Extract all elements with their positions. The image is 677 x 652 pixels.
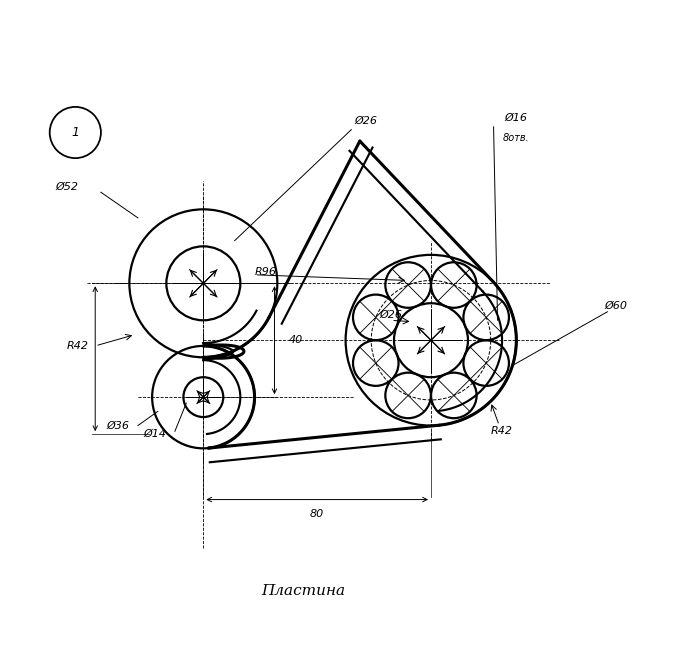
Text: Ø60: Ø60 [605,301,628,311]
Text: 1: 1 [71,126,79,139]
Text: R96: R96 [255,267,277,277]
Text: Ø16: Ø16 [505,113,528,123]
Text: Ø36: Ø36 [106,421,129,430]
Text: 8отв.: 8отв. [503,133,529,143]
Text: R42: R42 [67,341,89,351]
Text: Ø14: Ø14 [144,429,167,439]
Text: Ø26: Ø26 [354,116,377,126]
Text: 80: 80 [310,509,324,519]
Text: Пластина: Пластина [261,584,345,598]
Text: 40: 40 [288,335,303,345]
Text: Ø26: Ø26 [380,310,403,319]
Text: Ø52: Ø52 [56,181,79,192]
Text: R42: R42 [491,426,513,436]
